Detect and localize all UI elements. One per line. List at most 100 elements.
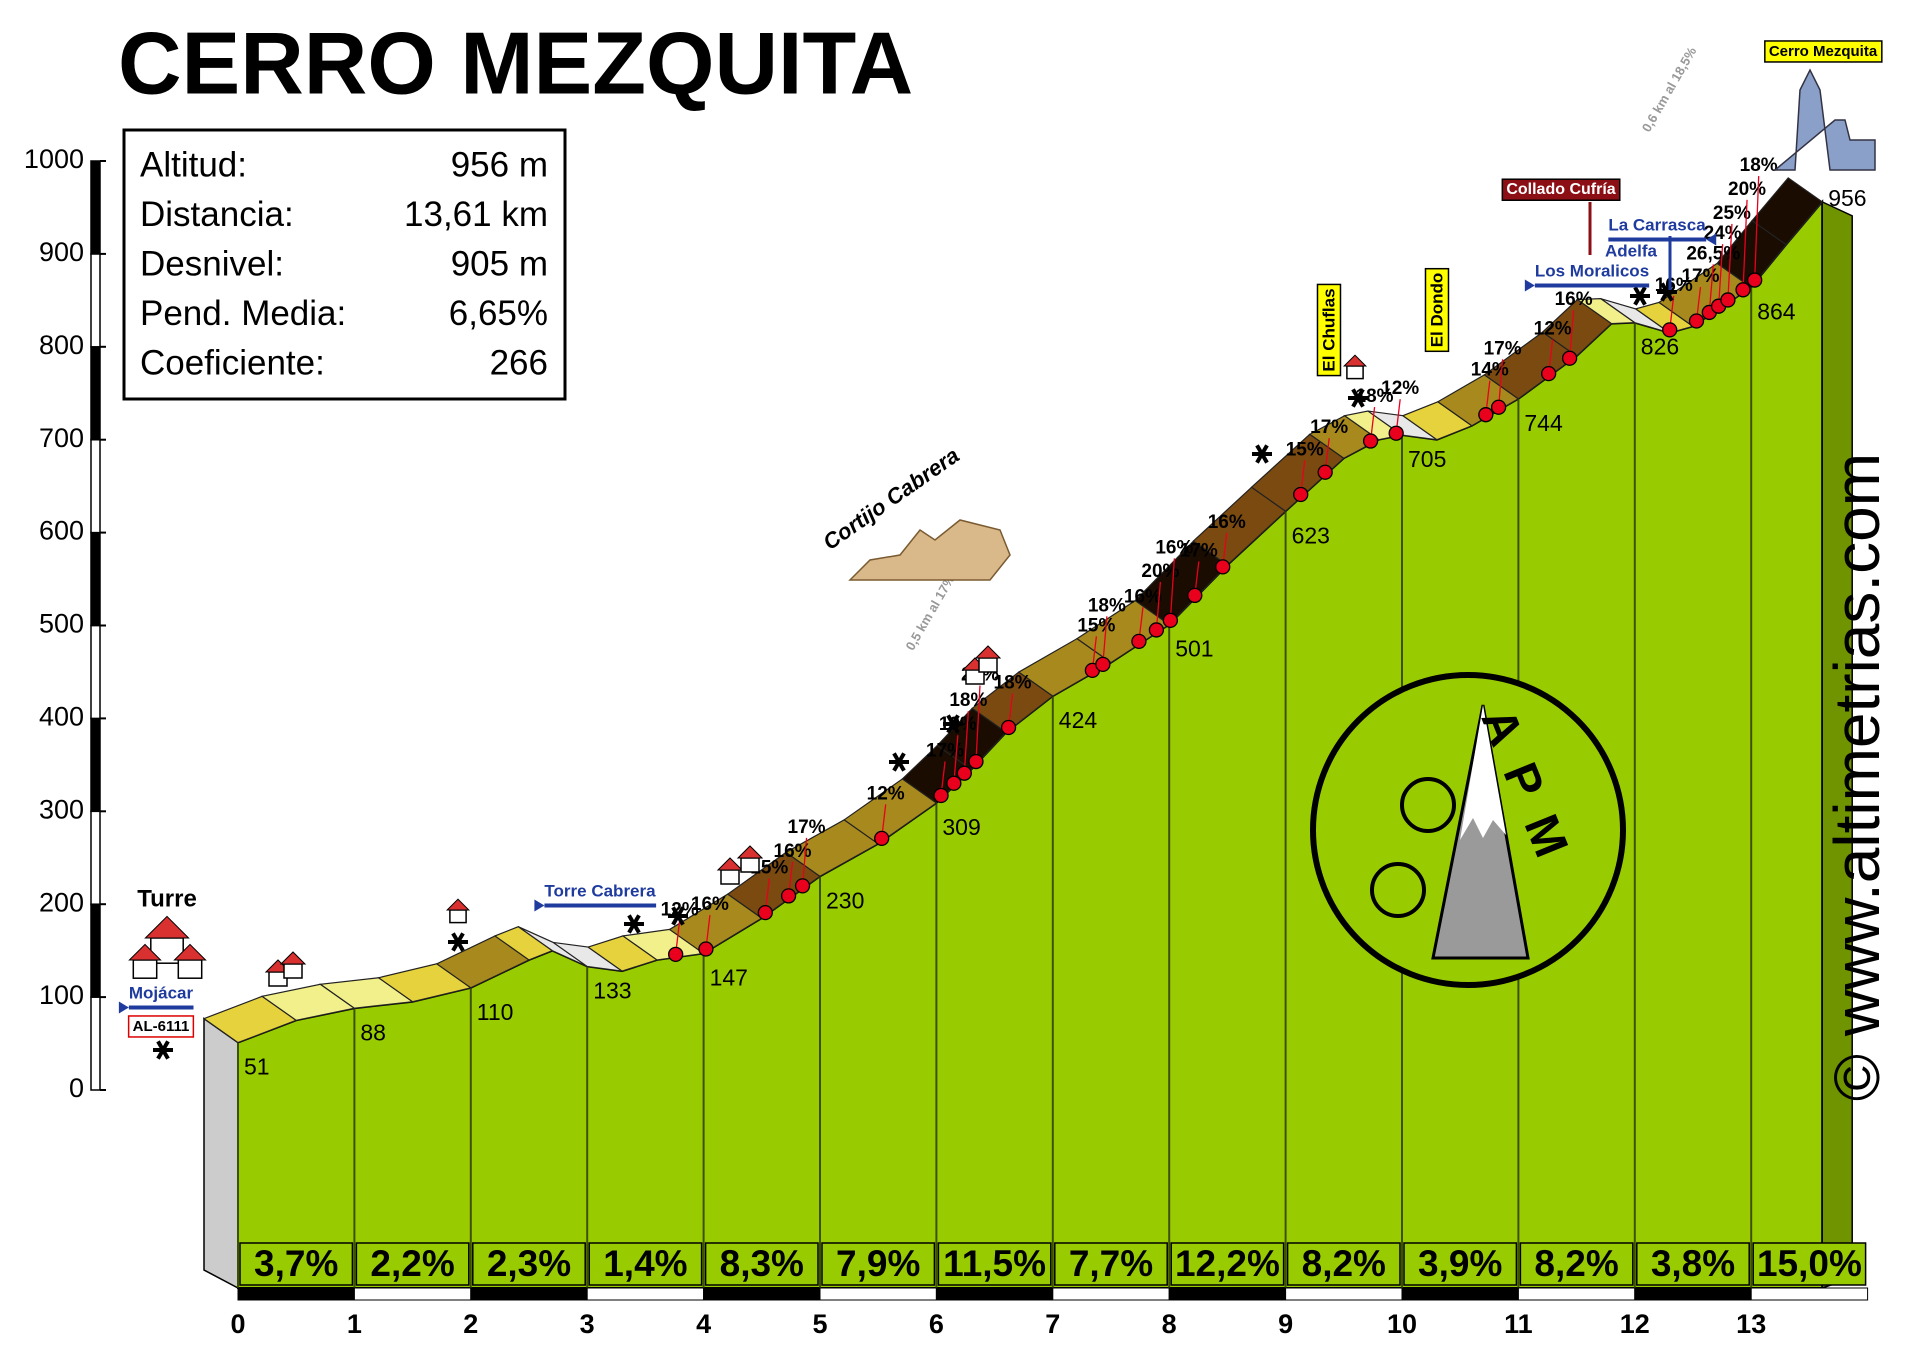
house-roof: [279, 951, 307, 965]
annotation-label: El Dondo: [1427, 273, 1446, 348]
x-tick-label: 12: [1620, 1309, 1650, 1339]
stat-value: 905 m: [451, 244, 548, 283]
annotation: AL-6111: [127, 1015, 195, 1038]
km-strip: [1168, 1287, 1287, 1301]
steep-label: 20%: [1728, 179, 1766, 200]
y-tick-label: 400: [39, 702, 84, 732]
altitude-label: 110: [477, 999, 514, 1025]
house-icon: [177, 959, 203, 979]
km-strip: [353, 1287, 472, 1301]
x-tick-label: 1: [347, 1309, 362, 1339]
annotation: Mojácar: [118, 983, 194, 1014]
steep-label: 18%: [949, 690, 987, 711]
annotation-box: [1764, 40, 1883, 63]
annotation: Adelfa: [1605, 241, 1658, 260]
star-icon: [671, 906, 685, 926]
axis-ruler-segment: [90, 624, 101, 720]
annotation-label: Collado Cufría: [1506, 181, 1615, 198]
altitude-label: 133: [593, 978, 631, 1004]
leader-line: [1155, 581, 1162, 631]
annotation-box: [1501, 178, 1621, 201]
gradient-label: 12,2%: [1175, 1243, 1280, 1284]
stat-value: 266: [490, 343, 548, 382]
altitude-label: 309: [942, 814, 980, 840]
star-icon: [451, 932, 465, 952]
star-icon: [892, 752, 906, 772]
house-roof: [974, 645, 1002, 659]
x-tick-label: 8: [1162, 1309, 1177, 1339]
summit-illustration: [1772, 68, 1876, 171]
steep-label: 16%: [1155, 537, 1193, 558]
leader-line: [1102, 616, 1108, 665]
annotation-label: Adelfa: [1605, 241, 1658, 260]
altitude-label: 864: [1757, 298, 1796, 324]
stat-value: 956 m: [451, 145, 548, 184]
stat-value: 13,61 km: [404, 195, 548, 234]
steep-point: [1735, 282, 1751, 298]
annotation-label: Mojácar: [129, 983, 194, 1002]
km-strip: [1517, 1287, 1636, 1301]
km-strip: [935, 1287, 1054, 1301]
leader-line: [963, 711, 969, 774]
leader-line: [1169, 558, 1176, 621]
gradient-label: 3,7%: [254, 1243, 338, 1284]
leader-line: [953, 735, 959, 784]
steep-point: [780, 888, 797, 904]
gradient-box: [1170, 1242, 1285, 1286]
y-tick-label: 200: [39, 887, 84, 917]
steep-label: 15%: [1286, 439, 1324, 460]
altitude-label: 744: [1524, 410, 1563, 436]
gradient-box: [1636, 1242, 1750, 1286]
watermark: © www.altimetrias.com: [1821, 453, 1893, 1101]
star-icon: [1351, 388, 1365, 408]
x-tick-label: 5: [812, 1309, 827, 1339]
leader-line: [1727, 223, 1733, 300]
steep-label: 17%: [1681, 266, 1719, 287]
steep-label: 18%: [1356, 386, 1394, 407]
annotation: 0,6 km al 18,5%: [1639, 44, 1700, 134]
steep-label: 18%: [994, 673, 1032, 694]
gradient-label: 11,5%: [943, 1243, 1046, 1284]
steep-label: 26,5%: [1686, 243, 1740, 264]
steep-label: 18%: [1088, 595, 1126, 616]
steep-label: 20%: [1141, 561, 1179, 582]
annotation-arrowhead: [534, 899, 545, 912]
steep-point: [1388, 425, 1404, 441]
gradient-label: 8,3%: [720, 1243, 804, 1284]
y-tick-label: 500: [39, 609, 84, 639]
x-tick-label: 2: [463, 1309, 478, 1339]
y-tick-label: 300: [39, 794, 84, 824]
gradient-label: 7,9%: [836, 1243, 920, 1284]
star-icon: [946, 714, 960, 734]
steep-point: [668, 946, 684, 962]
chart-title: CERRO MEZQUITA: [118, 13, 913, 112]
steep-point: [1000, 719, 1017, 736]
stat-value: 6,65%: [449, 294, 548, 333]
steep-point: [1747, 272, 1763, 288]
steep-point: [946, 775, 962, 791]
house-icon: [740, 857, 760, 873]
steep-label: 15%: [750, 858, 788, 879]
annotation: Turre: [137, 885, 197, 912]
axis-ruler-segment: [90, 531, 101, 627]
axis-ruler-segment: [90, 996, 101, 1091]
steep-point: [1148, 622, 1165, 638]
axis-ruler-segment: [90, 810, 101, 905]
x-tick-label: 11: [1504, 1309, 1533, 1339]
profile-band: [1751, 177, 1824, 246]
y-tick-label: 800: [39, 330, 84, 360]
steep-point: [1688, 313, 1705, 329]
steep-point: [1561, 350, 1578, 366]
steep-label: 17%: [1310, 417, 1348, 438]
gradient-box: [1752, 1242, 1867, 1286]
altitude-label: 88: [360, 1019, 386, 1045]
gradient-box: [239, 1242, 354, 1286]
steep-label: 14%: [1471, 360, 1509, 381]
stat-label: Pend. Media:: [140, 294, 346, 333]
star-icon: [1633, 286, 1647, 306]
steep-point: [1095, 656, 1111, 672]
gradient-label: 8,2%: [1302, 1243, 1386, 1284]
logo: APM: [1310, 672, 1626, 988]
house-icon: [449, 909, 467, 924]
steep-point: [933, 787, 949, 804]
